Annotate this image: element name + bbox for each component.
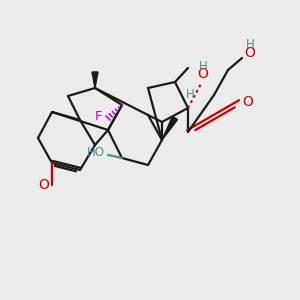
Text: O: O [198, 67, 208, 81]
Text: HO: HO [87, 146, 105, 160]
Polygon shape [92, 72, 98, 88]
Text: O: O [244, 46, 255, 60]
Text: H: H [199, 59, 207, 73]
Text: H: H [246, 38, 254, 52]
Text: H: H [186, 88, 194, 100]
Polygon shape [162, 116, 178, 140]
Text: F: F [95, 110, 103, 122]
Text: O: O [243, 95, 254, 109]
Text: O: O [39, 178, 50, 192]
